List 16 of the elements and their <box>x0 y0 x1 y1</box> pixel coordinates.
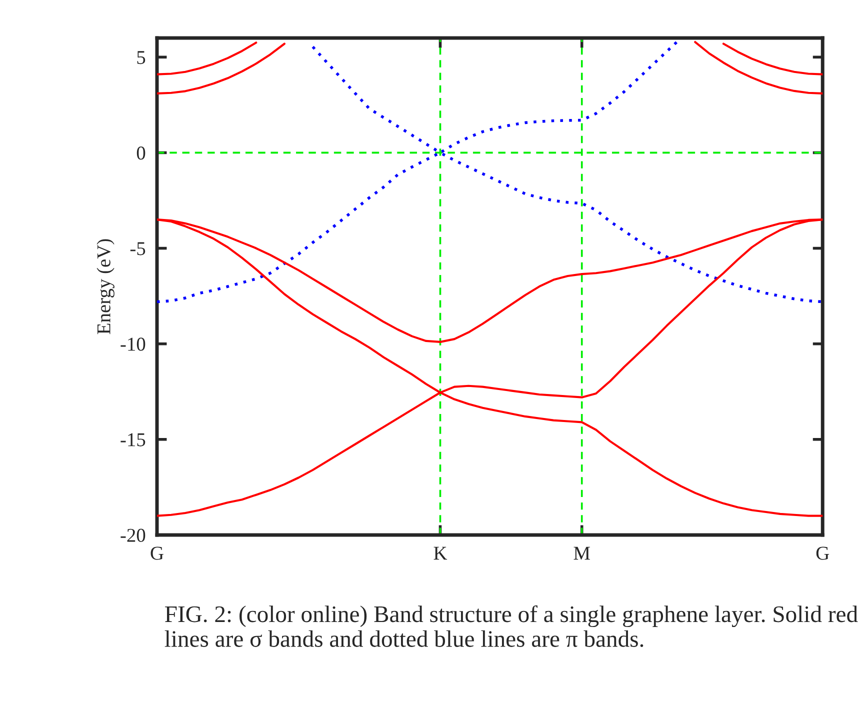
x-tick-label: K <box>434 546 448 560</box>
y-tick-label: 5 <box>137 51 146 64</box>
caption: FIG. 2: (color online) Band structure of a single graphene layer. Solid red lines are σ bands and dotted blue lines are π bands. <box>164 605 858 648</box>
line-series <box>722 42 823 76</box>
y-tick-label: 0 <box>136 146 146 160</box>
x-tick-label: M <box>574 546 590 560</box>
y-tick-label: -15 <box>120 433 146 446</box>
line-series <box>156 42 258 76</box>
line-series <box>694 40 823 94</box>
y-tick-label: -5 <box>130 242 146 256</box>
x-tick-label: G <box>150 546 164 560</box>
y-tick-label: -20 <box>120 528 146 542</box>
y-axis-title: Energy (eV) <box>96 239 114 334</box>
line-series <box>156 42 286 94</box>
y-tick-label: -10 <box>120 338 146 351</box>
x-tick-label: G <box>816 546 830 560</box>
